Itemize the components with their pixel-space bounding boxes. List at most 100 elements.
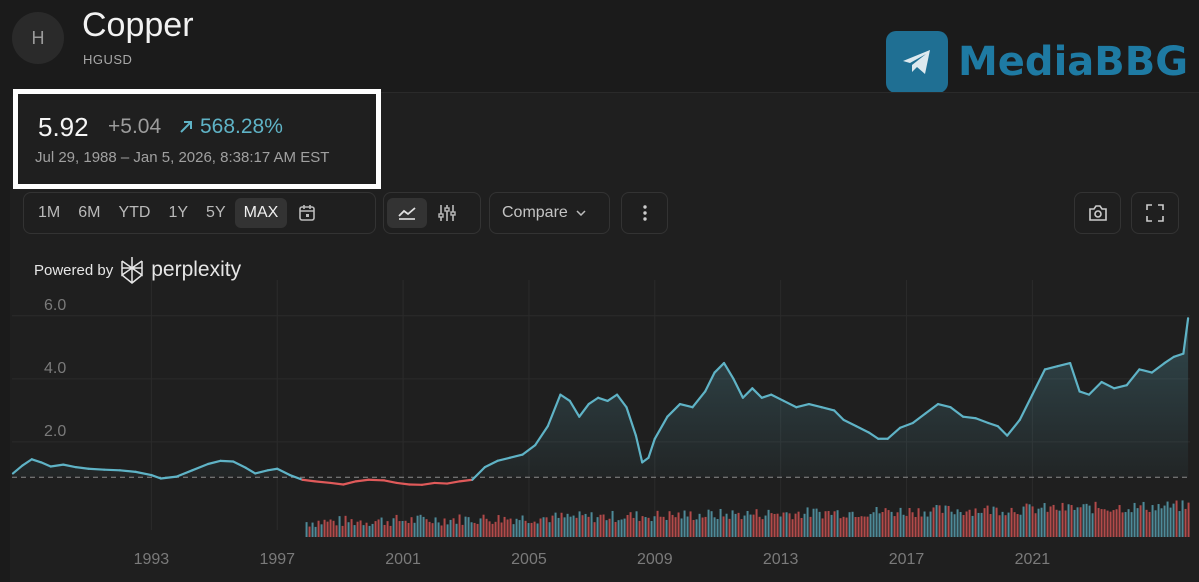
volume-bar bbox=[408, 523, 410, 537]
price-line-segment bbox=[104, 470, 120, 471]
volume-bar bbox=[678, 512, 680, 537]
volume-bar bbox=[441, 525, 443, 537]
x-tick-label: 2021 bbox=[1015, 551, 1051, 568]
volume-bar bbox=[1002, 512, 1004, 537]
volume-bar bbox=[1071, 505, 1073, 537]
calendar-icon[interactable] bbox=[287, 198, 327, 228]
volume-bar bbox=[405, 521, 407, 537]
volume-bar bbox=[921, 517, 923, 537]
volume-bar bbox=[1122, 512, 1124, 537]
fullscreen-button[interactable] bbox=[1131, 192, 1179, 234]
volume-bar bbox=[1164, 506, 1166, 537]
volume-bar bbox=[879, 513, 881, 537]
volume-bar bbox=[618, 520, 620, 537]
timeframe-1m[interactable]: 1M bbox=[29, 198, 69, 228]
fullscreen-icon bbox=[1146, 204, 1164, 222]
chart-type-selector bbox=[383, 192, 481, 234]
volume-bar bbox=[963, 515, 965, 537]
volume-bar bbox=[795, 514, 797, 537]
volume-bar bbox=[657, 511, 659, 537]
volume-bar bbox=[906, 516, 908, 537]
volume-bar bbox=[411, 517, 413, 537]
volume-bar bbox=[1050, 506, 1052, 537]
volume-bar bbox=[594, 522, 596, 537]
volume-bar bbox=[378, 519, 380, 537]
volume-bar bbox=[621, 520, 623, 537]
volume-bar bbox=[888, 510, 890, 537]
volume-bar bbox=[1068, 504, 1070, 537]
volume-bar bbox=[1008, 513, 1010, 537]
volume-bar bbox=[1155, 510, 1157, 537]
volume-bar bbox=[969, 510, 971, 537]
volume-bar bbox=[756, 509, 758, 537]
volume-bar bbox=[669, 511, 671, 537]
volume-bar bbox=[705, 517, 707, 537]
volume-bar bbox=[432, 523, 434, 537]
volume-bar bbox=[822, 518, 824, 537]
volume-bar bbox=[1119, 505, 1121, 537]
volume-bar bbox=[612, 511, 614, 537]
volume-bar bbox=[537, 523, 539, 537]
price-line-segment bbox=[343, 481, 356, 484]
price-line-segment bbox=[331, 483, 344, 485]
timeframe-ytd[interactable]: YTD bbox=[109, 198, 159, 228]
volume-bar bbox=[558, 518, 560, 537]
volume-bar bbox=[474, 523, 476, 537]
volume-bar bbox=[342, 526, 344, 537]
volume-bar bbox=[636, 511, 638, 537]
price-line-segment bbox=[268, 469, 277, 471]
volume-bar bbox=[573, 516, 575, 537]
volume-bar bbox=[960, 512, 962, 537]
volume-bar bbox=[786, 512, 788, 537]
timeframe-1y[interactable]: 1Y bbox=[159, 198, 197, 228]
screenshot-button[interactable] bbox=[1074, 192, 1121, 234]
timeframe-5y[interactable]: 5Y bbox=[197, 198, 235, 228]
volume-bar bbox=[945, 506, 947, 537]
volume-bar bbox=[765, 516, 767, 537]
volume-bar bbox=[1098, 508, 1100, 537]
timeframe-6m[interactable]: 6M bbox=[69, 198, 109, 228]
volume-bar bbox=[582, 515, 584, 537]
more-options-button[interactable] bbox=[621, 192, 668, 234]
volume-bar bbox=[816, 509, 818, 537]
arrow-up-right-icon bbox=[178, 119, 194, 135]
volume-bar bbox=[915, 517, 917, 537]
volume-bar bbox=[711, 511, 713, 537]
sliders-icon[interactable] bbox=[427, 198, 467, 228]
volume-bar bbox=[999, 515, 1001, 537]
volume-bar bbox=[1104, 509, 1106, 537]
price-line-segment bbox=[221, 461, 234, 462]
volume-bar bbox=[609, 519, 611, 537]
volume-bar bbox=[399, 521, 401, 537]
price-line-segment bbox=[76, 467, 89, 469]
volume-bar bbox=[798, 512, 800, 537]
volume-bar bbox=[345, 516, 347, 537]
line-chart-icon[interactable] bbox=[387, 198, 427, 228]
volume-bar bbox=[726, 514, 728, 537]
telegram-icon bbox=[886, 31, 948, 93]
volume-bar bbox=[504, 517, 506, 537]
compare-button[interactable]: Compare bbox=[489, 192, 610, 234]
volume-bar bbox=[819, 512, 821, 537]
x-tick-label: 2005 bbox=[511, 551, 547, 568]
volume-bar bbox=[1032, 506, 1034, 537]
volume-bar bbox=[546, 517, 548, 537]
volume-bar bbox=[1116, 509, 1118, 537]
volume-bar bbox=[510, 519, 512, 537]
volume-bar bbox=[900, 508, 902, 537]
volume-bar bbox=[576, 518, 578, 537]
volume-bar bbox=[1152, 505, 1154, 537]
volume-bar bbox=[471, 522, 473, 537]
timeframe-max[interactable]: MAX bbox=[235, 198, 288, 228]
volume-bar bbox=[1140, 505, 1142, 537]
volume-bar bbox=[801, 518, 803, 537]
volume-bar bbox=[858, 517, 860, 537]
chevron-down-icon bbox=[576, 210, 586, 216]
volume-bar bbox=[369, 526, 371, 537]
volume-bar bbox=[1131, 512, 1133, 537]
volume-bar bbox=[333, 521, 335, 537]
x-tick-label: 2009 bbox=[637, 551, 673, 568]
volume-bar bbox=[972, 516, 974, 537]
volume-bar bbox=[351, 519, 353, 537]
volume-bar bbox=[687, 517, 689, 537]
